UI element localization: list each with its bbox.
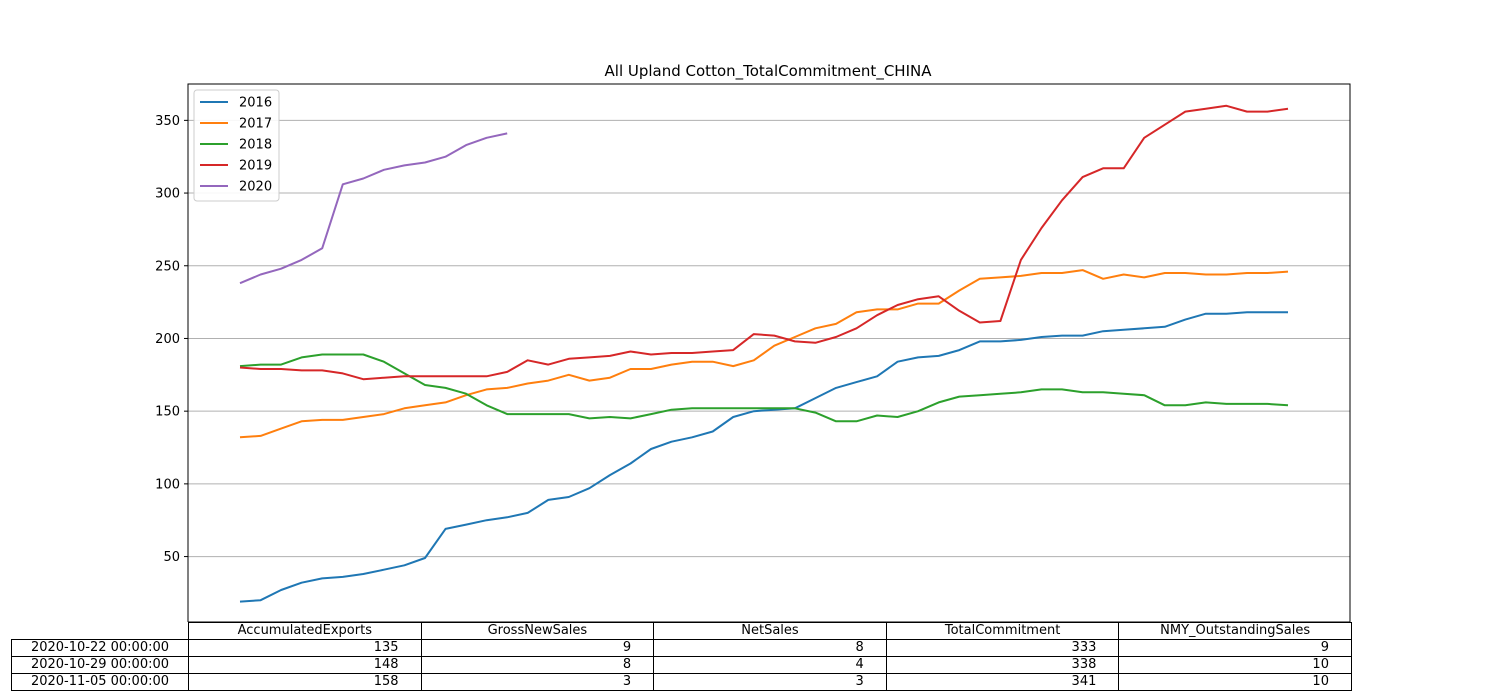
table-column-header: GrossNewSales	[420, 622, 655, 640]
y-tick-label-50: 50	[163, 550, 180, 565]
table-row-label: 2020-10-29 00:00:00	[11, 656, 189, 674]
table-cell: 9	[420, 639, 655, 657]
legend-label-2017: 2017	[239, 117, 272, 132]
table-column-header: NMY_OutstandingSales	[1118, 622, 1352, 640]
table-row-label: 2020-11-05 00:00:00	[11, 673, 189, 691]
line-chart: All Upland Cotton_TotalCommitment_CHINA …	[155, 62, 1351, 622]
table-cell: 10	[1118, 673, 1352, 691]
table-cell: 135	[188, 639, 422, 657]
table-cell: 10	[1118, 656, 1352, 674]
table-column-header: AccumulatedExports	[188, 622, 422, 640]
table-corner-cell	[12, 623, 189, 640]
y-tick-label-250: 250	[155, 259, 180, 274]
series-lines	[239, 104, 1289, 603]
table-cell: 333	[885, 639, 1120, 657]
data-table: AccumulatedExports GrossNewSales NetSales T…	[11, 622, 1352, 691]
table-column-header: NetSales	[653, 622, 887, 640]
y-tick-label-350: 350	[155, 114, 180, 129]
table-body: 2020-10-22 00:00:00 135 9 8 333 9 2020-10-29 0…	[11, 639, 1352, 691]
plot-frame	[187, 83, 1351, 622]
grid-lines	[188, 119, 1350, 558]
legend: 2016 2017 2018 2019 2020	[193, 89, 280, 202]
series-line-2018	[239, 353, 1289, 423]
table-row: 2020-11-05 00:00:00 158 3 3 341 10	[11, 673, 1352, 691]
y-tick-label-300: 300	[155, 187, 180, 202]
table-column-header: TotalCommitment	[885, 622, 1120, 640]
table-row-label: 2020-10-22 00:00:00	[11, 639, 189, 657]
table-row: 2020-10-29 00:00:00 148 8 4 338 10	[11, 656, 1352, 674]
legend-box	[193, 89, 280, 202]
legend-label-2016: 2016	[239, 96, 272, 111]
y-tick-label-150: 150	[155, 405, 180, 420]
table-cell: 8	[420, 656, 655, 674]
y-tick-label-100: 100	[155, 477, 180, 492]
series-line-2019	[239, 104, 1289, 381]
table-cell: 158	[188, 673, 422, 691]
table-cell: 3	[420, 673, 655, 691]
legend-label-2020: 2020	[239, 180, 272, 195]
table-cell: 338	[885, 656, 1120, 674]
chart-title: All Upland Cotton_TotalCommitment_CHINA	[605, 62, 933, 81]
table-cell: 3	[653, 673, 887, 691]
table-cell: 148	[188, 656, 422, 674]
series-line-2016	[239, 311, 1288, 603]
table-header-row: AccumulatedExports GrossNewSales NetSales T…	[12, 622, 1352, 640]
table-cell: 9	[1118, 639, 1352, 657]
table-cell: 8	[653, 639, 887, 657]
table-cell: 4	[653, 656, 887, 674]
series-line-2020	[239, 132, 508, 285]
series-line-2017	[239, 269, 1289, 439]
legend-label-2019: 2019	[239, 159, 272, 174]
table-cell: 341	[885, 673, 1120, 691]
y-tick-label-200: 200	[155, 332, 180, 347]
table-row: 2020-10-22 00:00:00 135 9 8 333 9	[11, 639, 1352, 657]
y-axis-ticks: 50 100 150 200 250 300 350	[155, 114, 188, 565]
legend-label-2018: 2018	[239, 138, 272, 153]
